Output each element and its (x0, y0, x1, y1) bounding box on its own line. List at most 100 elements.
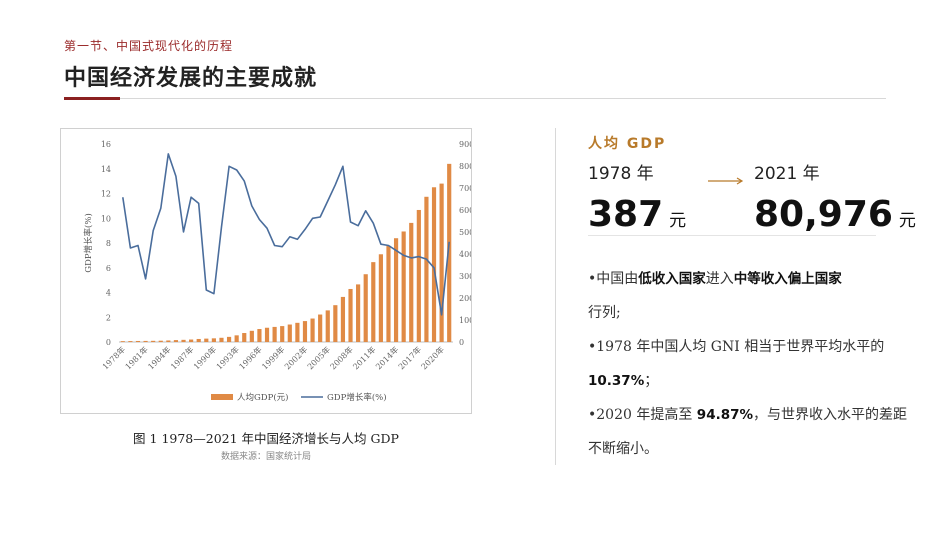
y-right-tick-label: 90000 (459, 140, 471, 149)
y-right-tick-label: 70000 (459, 184, 471, 193)
growth-rate-line (122, 153, 450, 316)
bar (401, 231, 406, 342)
y-left-tick-label: 4 (106, 289, 111, 298)
x-tick-label: 1987年 (168, 344, 195, 371)
year-from: 1978 年 (588, 164, 654, 184)
bullet-list: •中国由低收入国家进入中等收入偏上国家 行列; •1978 年中国人均 GNI 相… (588, 262, 908, 466)
bullet-1-text-mid: 进入 (705, 271, 734, 287)
bar (143, 340, 148, 342)
bullet-2-text-end: ； (644, 373, 659, 389)
bullet-3-keyword: 94.87% (696, 407, 754, 423)
value-divider (588, 235, 876, 236)
bar (393, 238, 399, 342)
bar (416, 209, 421, 342)
y-left-tick-label: 14 (101, 165, 111, 174)
bar (204, 338, 209, 342)
x-tick-label: 1981年 (123, 344, 150, 371)
y-right-tick-label: 10000 (459, 316, 471, 325)
x-tick-label: 2020年 (419, 344, 446, 371)
page-title: 中国经济发展的主要成就 (64, 66, 318, 91)
bullet-1-text: •中国由 (588, 271, 639, 287)
y-left-tick-label: 8 (106, 239, 111, 248)
y-right-tick-label: 80000 (459, 162, 471, 171)
bullet-2-keyword: 10.37% (588, 373, 645, 389)
bar (189, 339, 194, 342)
bar (378, 254, 383, 342)
bar (295, 322, 300, 342)
bullet-3-text-end: ，与世界收入水平的差距不断缩小。 (588, 407, 908, 457)
bar (302, 321, 308, 342)
bullet-1: •中国由低收入国家进入中等收入偏上国家 行列; (588, 262, 908, 330)
bar (257, 329, 262, 342)
bar (340, 296, 346, 342)
bar (447, 163, 452, 342)
x-tick-label: 2014年 (373, 344, 400, 371)
bullet-1-keyword-1: 低收入国家 (638, 271, 706, 287)
y-right-tick-label: 50000 (459, 228, 471, 237)
bar (181, 339, 186, 342)
bar (431, 187, 437, 342)
bar (249, 330, 254, 342)
bar (287, 324, 292, 342)
bullet-3: •2020 年提高至 94.87%，与世界收入水平的差距不断缩小。 (588, 398, 908, 466)
year-to: 2021 年 (754, 164, 820, 184)
gdp-chart: 0 2 4 6 8 10 12 14 16 0 10000 20000 30000 40000 50000 6… (83, 140, 471, 403)
arrow-right-icon (708, 177, 744, 185)
x-tick-label: 1993年 (214, 344, 241, 371)
bar (135, 340, 141, 342)
x-tick-label: 1978年 (100, 344, 127, 371)
y-left-tick-label: 10 (101, 214, 111, 223)
x-tick-label: 2005年 (305, 344, 332, 371)
bar (318, 314, 323, 342)
bar (158, 340, 163, 342)
y-right-tick-label: 60000 (459, 206, 471, 215)
bar (310, 318, 315, 342)
title-divider (64, 98, 886, 99)
value-to: 80,976 元 (754, 194, 916, 235)
bar (120, 341, 125, 342)
figure-source: 数据来源：国家统计局 (220, 452, 311, 462)
bar (356, 284, 361, 342)
x-tick-label: 2011年 (351, 344, 378, 371)
bar (166, 340, 171, 342)
bar (196, 338, 201, 342)
bar (219, 337, 224, 342)
bar (226, 336, 232, 342)
bar (234, 335, 239, 342)
y-left-tick-label: 0 (106, 338, 111, 347)
bar (211, 338, 216, 342)
x-tick-label: 1999年 (259, 344, 286, 371)
y-left-tick-label: 2 (106, 313, 111, 322)
bar (128, 341, 133, 342)
bar (439, 183, 444, 342)
bullet-3-text: •2020 年提高至 (588, 407, 697, 423)
y-right-tick-label: 20000 (459, 294, 471, 303)
bar (272, 326, 277, 342)
x-tick-label: 2017年 (396, 344, 423, 371)
section-title: 第一节、中国式现代化的历程 (64, 39, 234, 53)
bar (280, 326, 285, 342)
figure-caption: 图 1 1978—2021 年中国经济增长与人均 GDP (133, 431, 399, 446)
bar (409, 222, 414, 342)
bullet-1-text-end: 行列; (588, 305, 621, 321)
legend-label-line: GDP增长率(%) (327, 392, 387, 403)
bar (348, 288, 353, 342)
title-accent-bar (64, 97, 120, 100)
y-left-axis-title: GDP增长率(%) (83, 213, 94, 273)
bar (386, 245, 391, 342)
x-tick-label: 2002年 (282, 344, 309, 371)
value-from: 387 元 (588, 194, 686, 235)
bar (325, 310, 330, 342)
x-tick-label: 1990年 (191, 344, 218, 371)
legend-swatch-bar (211, 394, 233, 400)
bullet-2-text: •1978 年中国人均 GNI 相当于世界平均水平的 (588, 339, 885, 355)
y-right-tick-label: 40000 (459, 250, 471, 259)
bar (151, 340, 156, 342)
bar (242, 333, 247, 342)
x-tick-label: 1996年 (237, 344, 264, 371)
value-to-unit: 元 (898, 211, 916, 231)
bar (371, 262, 376, 342)
y-left-tick-label: 12 (101, 190, 111, 199)
vertical-divider (555, 128, 556, 465)
y-left-tick-label: 6 (106, 264, 111, 273)
